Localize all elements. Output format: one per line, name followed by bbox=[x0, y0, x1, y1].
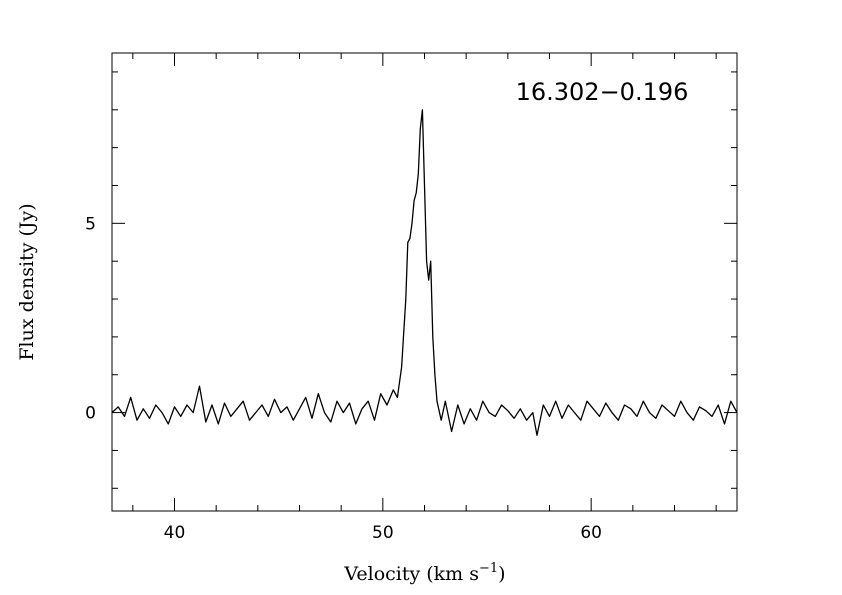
x-axis-label-main: Velocity (km s bbox=[343, 563, 479, 585]
x-axis-label-close: ) bbox=[498, 563, 505, 585]
axis-ticks bbox=[112, 53, 737, 511]
axis-tick-labels: 40 50 60 0 5 bbox=[85, 214, 602, 543]
x-axis-label-exponent: −1 bbox=[479, 561, 498, 576]
y-tick-label: 5 bbox=[85, 214, 96, 234]
y-tick-label: 0 bbox=[85, 404, 96, 424]
spectrum-line bbox=[111, 109, 738, 436]
x-tick-label: 60 bbox=[580, 523, 602, 543]
y-axis-label: Flux density (Jy) bbox=[16, 203, 38, 360]
x-tick-label: 50 bbox=[372, 523, 394, 543]
source-name-label: 16.302−0.196 bbox=[516, 78, 689, 106]
x-tick-label: 40 bbox=[164, 523, 186, 543]
plot-frame bbox=[111, 52, 738, 512]
x-axis-label: Velocity (km s−1) bbox=[343, 561, 505, 585]
